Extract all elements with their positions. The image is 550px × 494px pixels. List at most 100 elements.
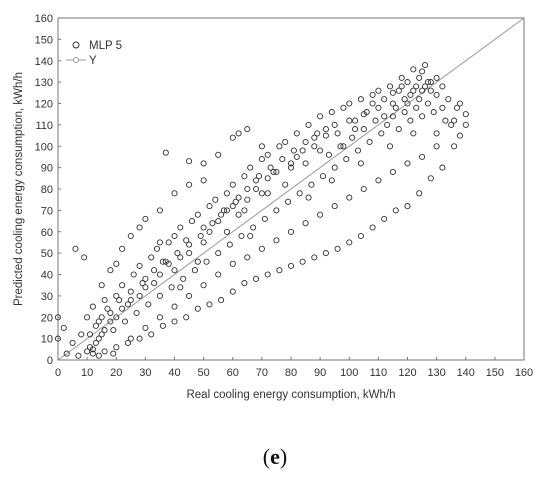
- data-point: [75, 352, 82, 359]
- data-point: [293, 153, 300, 160]
- data-point: [285, 198, 292, 205]
- data-point: [352, 117, 359, 124]
- data-point: [290, 147, 297, 154]
- data-point: [346, 117, 353, 124]
- data-point: [349, 134, 356, 141]
- y-tick-label: 10: [41, 334, 53, 346]
- data-point: [404, 160, 411, 167]
- data-point: [200, 239, 207, 246]
- data-point: [244, 185, 251, 193]
- scatter-chart: 0 10 20 30 40 50 60 70 80 90 100 110 120 130 140 150 160…: [13, 13, 533, 401]
- data-point: [372, 117, 379, 124]
- data-point: [305, 194, 312, 201]
- y-tick-label: 20: [41, 312, 53, 324]
- data-point: [282, 181, 289, 188]
- data-point: [302, 220, 309, 227]
- data-point: [287, 262, 295, 269]
- data-point: [229, 288, 236, 295]
- data-point: [360, 126, 367, 133]
- data-point: [223, 190, 230, 197]
- data-point: [404, 203, 411, 210]
- data-point: [142, 284, 149, 291]
- data-point: [451, 143, 458, 150]
- data-point: [247, 164, 254, 171]
- data-point: [235, 194, 242, 201]
- data-point: [238, 232, 245, 240]
- data-point: [174, 250, 181, 257]
- data-point: [287, 160, 295, 167]
- data-point: [223, 228, 230, 235]
- caption-open-paren: (: [262, 444, 271, 469]
- data-point: [439, 164, 446, 171]
- data-point: [439, 104, 446, 111]
- data-point: [267, 164, 274, 171]
- x-tick-label: 80: [285, 367, 297, 379]
- data-point: [89, 350, 96, 357]
- data-point: [322, 250, 329, 257]
- legend: MLP 5 Y: [66, 40, 122, 67]
- data-point: [171, 303, 178, 310]
- data-point: [124, 339, 131, 346]
- data-point: [200, 224, 207, 231]
- data-point: [247, 232, 254, 240]
- data-point: [142, 215, 149, 222]
- data-point: [363, 109, 370, 116]
- data-point: [151, 280, 158, 287]
- data-point: [86, 331, 94, 338]
- data-point: [427, 79, 434, 86]
- data-point: [317, 113, 324, 120]
- legend-label-y: Y: [89, 55, 97, 67]
- data-point: [346, 239, 353, 246]
- data-point: [78, 331, 85, 338]
- data-point: [113, 292, 120, 299]
- data-point: [302, 138, 309, 146]
- data-point: [89, 346, 96, 353]
- x-tick-label: 130: [427, 367, 445, 379]
- y-tick-label: 70: [41, 205, 53, 217]
- data-point: [413, 83, 420, 90]
- data-point: [430, 109, 437, 116]
- data-point: [194, 211, 201, 218]
- data-point: [188, 218, 196, 225]
- data-point: [136, 335, 143, 342]
- data-point: [381, 96, 388, 103]
- legend-marker-mlp5: [72, 41, 80, 49]
- data-point: [136, 262, 143, 269]
- data-point: [282, 138, 289, 146]
- data-point: [171, 190, 178, 197]
- data-point: [162, 149, 169, 156]
- data-point: [433, 91, 440, 98]
- data-point: [279, 156, 286, 163]
- x-tick-labels: 0 10 20 30 40 50 60 70 80 90 100 110 120 130 140 150 160: [55, 357, 533, 379]
- data-point: [156, 207, 163, 214]
- data-point: [215, 271, 222, 278]
- data-point: [386, 143, 394, 150]
- data-point: [357, 232, 364, 240]
- legend-marker-y: [73, 57, 79, 63]
- data-point: [218, 297, 225, 304]
- data-point: [410, 130, 417, 137]
- data-point: [398, 74, 405, 81]
- y-tick-label: 60: [41, 227, 53, 239]
- data-point: [419, 153, 426, 160]
- data-point: [264, 271, 271, 278]
- data-point: [159, 258, 166, 265]
- data-point: [156, 271, 163, 278]
- data-point: [261, 215, 268, 222]
- data-point: [354, 147, 362, 154]
- data-point: [331, 121, 338, 128]
- data-point: [107, 267, 114, 274]
- data-point: [389, 100, 396, 107]
- data-point: [287, 228, 295, 235]
- data-point: [177, 284, 184, 291]
- data-point: [299, 147, 306, 154]
- data-point: [293, 130, 300, 137]
- data-point: [416, 96, 423, 103]
- data-point: [366, 138, 373, 146]
- data-point: [424, 79, 431, 86]
- data-point: [168, 284, 175, 291]
- data-point: [139, 280, 146, 287]
- x-tick-label: 40: [168, 367, 180, 379]
- data-point: [442, 117, 449, 124]
- data-point: [334, 245, 341, 252]
